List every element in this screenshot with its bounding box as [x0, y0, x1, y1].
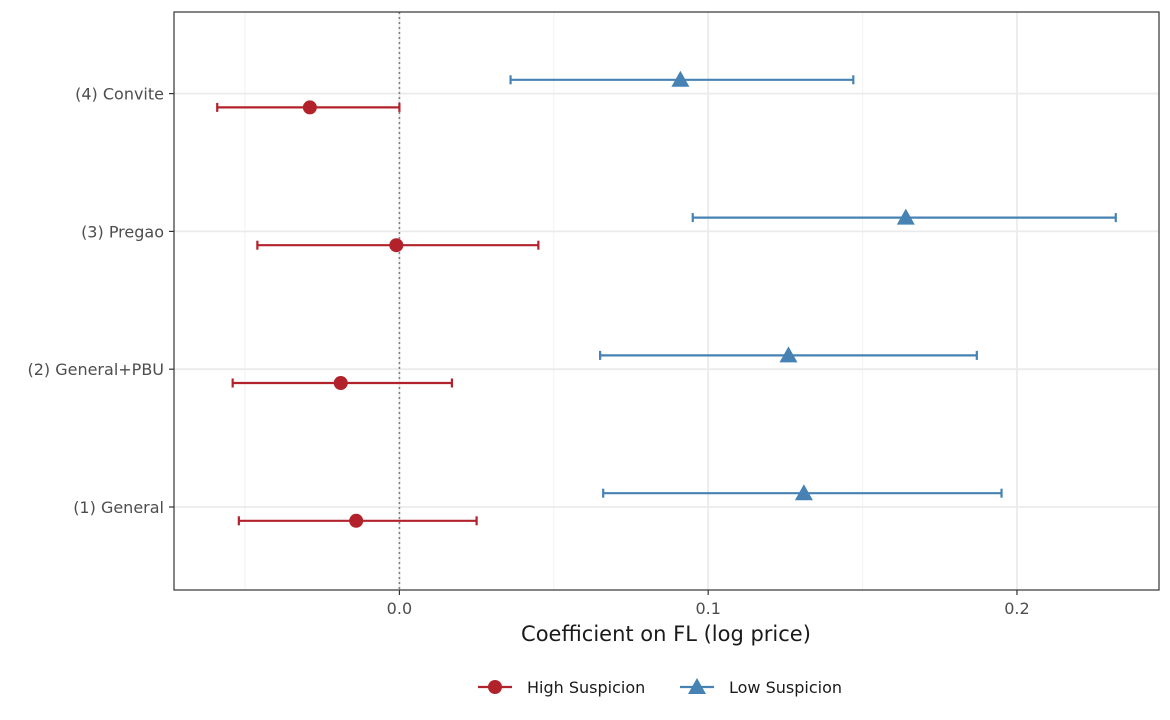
- high-suspicion-point: [389, 238, 404, 253]
- x-tick-label: 0.2: [1004, 599, 1029, 618]
- grid: [174, 12, 1159, 590]
- high-suspicion-point: [349, 513, 364, 528]
- y-tick-label: (2) General+PBU: [27, 360, 164, 379]
- legend-low-suspicion-marker: [688, 678, 706, 694]
- high-suspicion-point: [302, 100, 317, 115]
- x-tick-label: 0.0: [387, 599, 412, 618]
- legend-low-suspicion-label: Low Suspicion: [729, 678, 842, 697]
- legend: High Suspicion Low Suspicion: [478, 678, 842, 697]
- low-suspicion-point: [671, 70, 690, 87]
- low-suspicion-point: [896, 208, 915, 225]
- high-suspicion-point: [333, 376, 348, 390]
- y-tick-label: (1) General: [73, 498, 164, 517]
- series: [216, 70, 1117, 528]
- low-suspicion-point: [779, 346, 798, 363]
- y-tick-label: (3) Pregao: [81, 222, 164, 241]
- x-tick-label: 0.1: [695, 599, 720, 618]
- plot-panel: [174, 12, 1159, 590]
- y-tick-label: (4) Convite: [75, 85, 164, 104]
- legend-high-suspicion-label: High Suspicion: [527, 678, 645, 697]
- low-suspicion-point: [794, 484, 813, 501]
- x-axis-title: Coefficient on FL (log price): [521, 622, 811, 646]
- axes: 0.0 0.1 0.2 (1) General (2) General+PBU (3) P…: [27, 85, 1029, 618]
- plot-border: [173, 11, 1160, 591]
- legend-high-suspicion-marker: [488, 680, 502, 694]
